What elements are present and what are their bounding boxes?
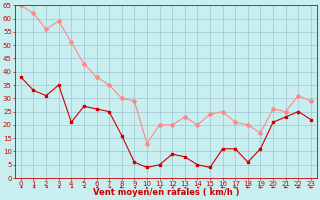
X-axis label: Vent moyen/en rafales ( km/h ): Vent moyen/en rafales ( km/h ) [92, 188, 239, 197]
